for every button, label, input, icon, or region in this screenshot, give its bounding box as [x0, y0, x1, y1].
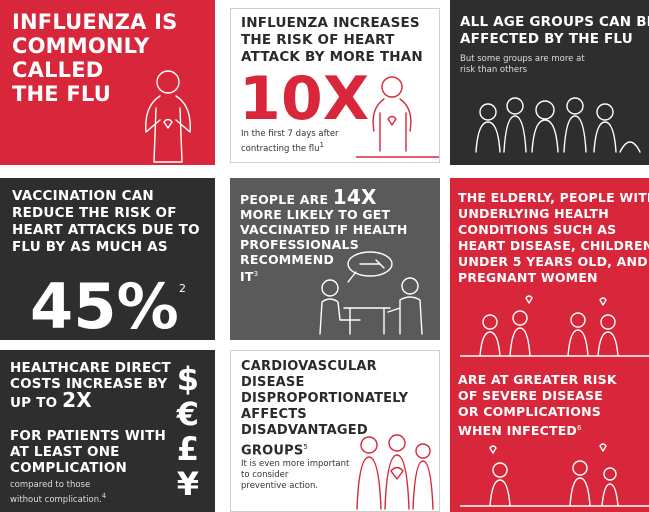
- card: ALL AGE GROUPS CAN BE AFFECTED BY THE FL…: [450, 0, 649, 165]
- heading-line: ALL AGE GROUPS CAN BE: [460, 14, 649, 31]
- note-text: contracting the flu: [241, 144, 320, 154]
- heading-line: AFFECTED BY THE FLU: [460, 31, 649, 48]
- heading-line: ARE AT GREATER RISK: [458, 372, 617, 388]
- heading-line: VACCINATION CAN: [12, 188, 200, 205]
- big-number: 2X: [62, 388, 92, 412]
- card: PEOPLE ARE 14X MORE LIKELY TO GET VACCIN…: [230, 178, 440, 340]
- heading-line: HEART DISEASE, CHILDREN: [458, 238, 649, 254]
- note-text: without complication.: [10, 495, 102, 505]
- card: THE ELDERLY, PEOPLE WITH UNDERLYING HEAL…: [450, 178, 649, 512]
- heading-line: UP TO 2X: [10, 392, 171, 411]
- big-number: 14X: [333, 185, 377, 209]
- heading-text: WHEN INFECTED: [458, 423, 577, 438]
- heading-line: UNDERLYING HEALTH: [458, 206, 649, 222]
- crowd-illustration: [470, 92, 649, 162]
- heading-line: OF SEVERE DISEASE: [458, 388, 617, 404]
- big-number-text: 45%: [30, 270, 179, 340]
- currency-symbol: ¥: [168, 467, 208, 502]
- card: HEALTHCARE DIRECT COSTS INCREASE BY UP T…: [0, 350, 215, 512]
- heading-line: PEOPLE ARE 14X: [240, 190, 408, 207]
- heading-line: UNDER 5 YEARS OLD, AND: [458, 254, 649, 270]
- heart-attack-illustration: [356, 69, 440, 163]
- heading-line: CARDIOVASCULAR: [241, 359, 408, 375]
- heading-line: HEART ATTACKS DUE TO: [12, 222, 200, 239]
- heading-line: THE RISK OF HEART: [241, 32, 423, 49]
- big-number: 45%2: [30, 256, 186, 340]
- note: compared to those without complication.4: [10, 480, 106, 506]
- heading-line: REDUCE THE RISK OF: [12, 205, 200, 222]
- footnote: 2: [179, 282, 186, 295]
- lead: PEOPLE ARE: [240, 192, 328, 207]
- doctor-patient-illustration: [300, 248, 440, 340]
- note: It is even more important to consider pr…: [241, 459, 349, 492]
- heading-line: DISPROPORTIONATELY: [241, 391, 408, 407]
- currency-symbol: $: [168, 362, 208, 397]
- card: INFLUENZA INCREASES THE RISK OF HEART AT…: [230, 8, 440, 163]
- heading-line: WHEN INFECTED6: [458, 420, 617, 439]
- group-illustration: [349, 431, 440, 511]
- heading: HEALTHCARE DIRECT COSTS INCREASE BY UP T…: [10, 360, 171, 411]
- card: CARDIOVASCULAR DISEASE DISPROPORTIONATEL…: [230, 350, 440, 512]
- footnote: 1: [320, 141, 324, 149]
- currency-icon: $ € £ ¥: [168, 362, 208, 502]
- footnote: 3: [254, 270, 259, 278]
- lead: UP TO: [10, 395, 57, 411]
- heading-line: CONDITIONS SUCH AS: [458, 222, 649, 238]
- second-heading: FOR PATIENTS WITH AT LEAST ONE COMPLICAT…: [10, 428, 166, 476]
- heading: THE ELDERLY, PEOPLE WITH UNDERLYING HEAL…: [458, 190, 649, 286]
- note-line: But some groups are more at: [460, 54, 585, 65]
- heading-line: INFLUENZA IS: [12, 10, 177, 34]
- heading-line: FOR PATIENTS WITH: [10, 428, 166, 444]
- heading-line: AFFECTS: [241, 407, 408, 423]
- note-line: preventive action.: [241, 481, 349, 492]
- note-line: risk than others: [460, 65, 585, 76]
- heading-text: IT: [240, 269, 254, 284]
- heading-line: PREGNANT WOMEN: [458, 270, 649, 286]
- note: In the first 7 days after contracting th…: [241, 129, 339, 155]
- family-illustration: [460, 440, 649, 510]
- note-line: to consider: [241, 470, 349, 481]
- note-line: compared to those: [10, 480, 106, 491]
- heading-line: OR COMPLICATIONS: [458, 404, 617, 420]
- heading-line: AT LEAST ONE: [10, 444, 166, 460]
- heading-line: HEALTHCARE DIRECT: [10, 360, 171, 376]
- heading-line: COMPLICATION: [10, 460, 166, 476]
- note-line: without complication.4: [10, 491, 106, 506]
- footnote: 6: [577, 424, 582, 432]
- big-number: 10X: [239, 67, 369, 131]
- heading-line: MORE LIKELY TO GET: [240, 207, 408, 222]
- note: But some groups are more at risk than ot…: [460, 54, 585, 76]
- heading-line: DISEASE: [241, 375, 408, 391]
- heading: ALL AGE GROUPS CAN BE AFFECTED BY THE FL…: [460, 14, 649, 48]
- heading: INFLUENZA INCREASES THE RISK OF HEART AT…: [241, 15, 423, 66]
- heading-line: INFLUENZA INCREASES: [241, 15, 423, 32]
- heading-line: THE ELDERLY, PEOPLE WITH: [458, 190, 649, 206]
- card: VACCINATION CAN REDUCE THE RISK OF HEART…: [0, 178, 215, 340]
- heading-line: COMMONLY: [12, 34, 177, 58]
- currency-symbol: £: [168, 432, 208, 467]
- second-heading: ARE AT GREATER RISK OF SEVERE DISEASE OR…: [458, 372, 617, 439]
- page: {"cards": [ {"heading_lines": ["INFLUENZ…: [0, 0, 649, 512]
- note-line: contracting the flu1: [241, 140, 339, 155]
- footnote: 4: [102, 492, 106, 500]
- card: INFLUENZA IS COMMONLY CALLED THE FLU: [0, 0, 215, 165]
- heading-text: GROUPS: [241, 443, 303, 458]
- note-line: It is even more important: [241, 459, 349, 470]
- family-illustration: [460, 290, 649, 360]
- heading-line: FLU BY AS MUCH AS: [12, 239, 200, 256]
- heading: VACCINATION CAN REDUCE THE RISK OF HEART…: [12, 188, 200, 256]
- sick-person-illustration: [130, 62, 215, 165]
- note-line: In the first 7 days after: [241, 129, 339, 140]
- heading-line: VACCINATED IF HEALTH: [240, 222, 408, 237]
- footnote: 5: [303, 443, 308, 451]
- currency-symbol: €: [168, 397, 208, 432]
